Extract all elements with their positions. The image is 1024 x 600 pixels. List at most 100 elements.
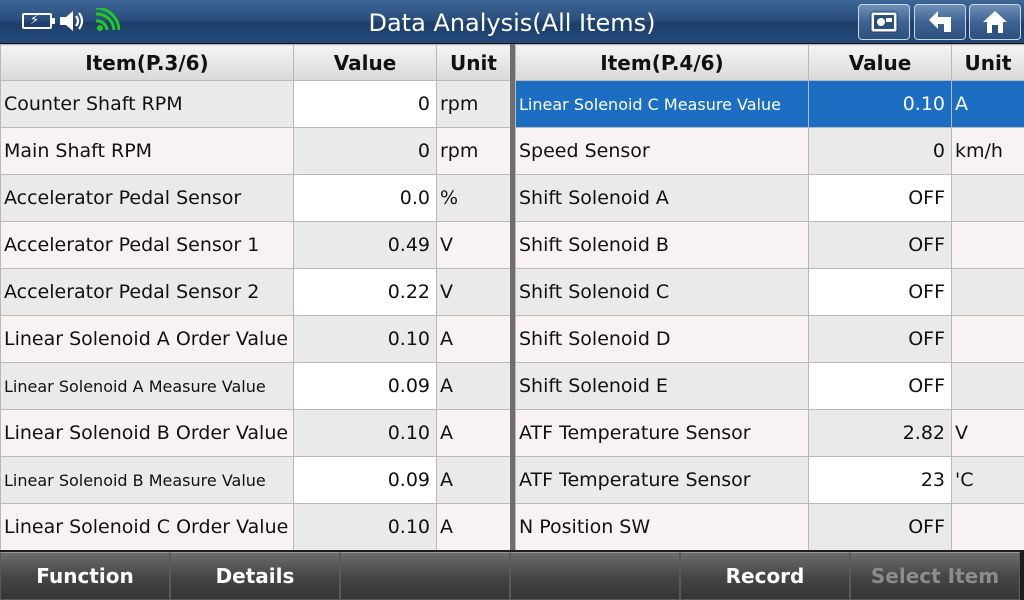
item-unit: A: [951, 80, 1024, 128]
item-name: Linear Solenoid B Measure Value: [0, 456, 294, 504]
item-unit: A: [436, 456, 511, 504]
item-unit: A: [436, 362, 511, 410]
item-value: 0: [293, 80, 437, 128]
left-data-table: Item(P.3/6) Value Unit Counter Shaft RPM…: [0, 44, 511, 551]
wifi-icon: [92, 8, 120, 34]
item-name: Speed Sensor: [515, 127, 809, 175]
item-unit: V: [436, 221, 511, 269]
item-name: Accelerator Pedal Sensor 2: [0, 268, 294, 316]
item-value: 2.82: [808, 409, 952, 457]
table-row[interactable]: Linear Solenoid A Order Value 0.10 A: [0, 315, 511, 363]
table-row[interactable]: Accelerator Pedal Sensor 2 0.22 V: [0, 268, 511, 316]
table-row[interactable]: N Position SW OFF: [515, 503, 1024, 551]
item-unit: 'C: [951, 456, 1024, 504]
right-data-table: Item(P.4/6) Value Unit Linear Solenoid C…: [515, 44, 1024, 551]
item-name: Shift Solenoid A: [515, 174, 809, 222]
item-value: 0.10: [293, 409, 437, 457]
table-row[interactable]: Linear Solenoid C Order Value 0.10 A: [0, 503, 511, 551]
item-value: OFF: [808, 221, 952, 269]
item-value: 0.0: [293, 174, 437, 222]
item-unit: [951, 221, 1024, 269]
details-button[interactable]: Details: [170, 552, 340, 600]
table-row[interactable]: Main Shaft RPM 0 rpm: [0, 127, 511, 175]
data-table-area: Item(P.3/6) Value Unit Counter Shaft RPM…: [0, 44, 1024, 551]
column-header-unit[interactable]: Unit: [436, 44, 511, 81]
table-header-row: Item(P.4/6) Value Unit: [515, 44, 1024, 81]
item-unit: [951, 268, 1024, 316]
item-unit: A: [436, 503, 511, 551]
battery-icon: ⚡: [22, 13, 55, 29]
item-unit: A: [436, 409, 511, 457]
record-button[interactable]: Record: [680, 552, 850, 600]
table-row[interactable]: Linear Solenoid B Order Value 0.10 A: [0, 409, 511, 457]
item-unit: [951, 315, 1024, 363]
table-row[interactable]: Accelerator Pedal Sensor 1 0.49 V: [0, 221, 511, 269]
select-item-button[interactable]: Select Item: [850, 552, 1020, 600]
item-value: 23: [808, 456, 952, 504]
home-button[interactable]: [969, 4, 1021, 40]
item-value: 0: [293, 127, 437, 175]
item-value: 0: [808, 127, 952, 175]
item-unit: %: [436, 174, 511, 222]
empty-button-1[interactable]: [340, 552, 510, 600]
table-row[interactable]: Shift Solenoid B OFF: [515, 221, 1024, 269]
table-row[interactable]: Speed Sensor 0 km/h: [515, 127, 1024, 175]
item-name: Accelerator Pedal Sensor 1: [0, 221, 294, 269]
item-value: OFF: [808, 315, 952, 363]
function-button[interactable]: Function: [0, 552, 170, 600]
item-unit: A: [436, 315, 511, 363]
item-unit: V: [436, 268, 511, 316]
table-row[interactable]: ATF Temperature Sensor 2.82 V: [515, 409, 1024, 457]
table-divider: [510, 44, 515, 550]
item-value: OFF: [808, 268, 952, 316]
item-unit: rpm: [436, 80, 511, 128]
back-button[interactable]: [914, 4, 966, 40]
page-title: Data Analysis(All Items): [368, 9, 656, 37]
volume-icon: [58, 9, 86, 33]
item-value: OFF: [808, 362, 952, 410]
item-value: 0.22: [293, 268, 437, 316]
back-icon: [929, 11, 951, 32]
column-header-item[interactable]: Item(P.3/6): [0, 44, 294, 81]
column-header-unit[interactable]: Unit: [951, 44, 1024, 81]
table-row[interactable]: Shift Solenoid C OFF: [515, 268, 1024, 316]
item-unit: [951, 174, 1024, 222]
table-row[interactable]: Linear Solenoid A Measure Value 0.09 A: [0, 362, 511, 410]
table-row[interactable]: Linear Solenoid B Measure Value 0.09 A: [0, 456, 511, 504]
home-icon: [983, 11, 1007, 33]
item-name: Shift Solenoid C: [515, 268, 809, 316]
item-name: Linear Solenoid B Order Value: [0, 409, 294, 457]
table-row[interactable]: Shift Solenoid A OFF: [515, 174, 1024, 222]
item-unit: [951, 362, 1024, 410]
item-name: Shift Solenoid D: [515, 315, 809, 363]
item-name: ATF Temperature Sensor: [515, 456, 809, 504]
item-value: 0.49: [293, 221, 437, 269]
item-value: 0.10: [808, 80, 952, 128]
table-row[interactable]: Counter Shaft RPM 0 rpm: [0, 80, 511, 128]
table-row[interactable]: Shift Solenoid E OFF: [515, 362, 1024, 410]
column-header-value[interactable]: Value: [808, 44, 952, 81]
table-row[interactable]: Accelerator Pedal Sensor 0.0 %: [0, 174, 511, 222]
item-name: Linear Solenoid A Measure Value: [0, 362, 294, 410]
item-value: 0.10: [293, 315, 437, 363]
item-name: Shift Solenoid B: [515, 221, 809, 269]
title-bar: Data Analysis(All Items) ⚡: [0, 0, 1024, 44]
item-name: Counter Shaft RPM: [0, 80, 294, 128]
empty-button-2[interactable]: [510, 552, 680, 600]
item-unit: km/h: [951, 127, 1024, 175]
item-name: Linear Solenoid C Order Value: [0, 503, 294, 551]
item-name: Accelerator Pedal Sensor: [0, 174, 294, 222]
screenshot-button[interactable]: [858, 4, 910, 40]
item-name: Shift Solenoid E: [515, 362, 809, 410]
table-row[interactable]: ATF Temperature Sensor 23 'C: [515, 456, 1024, 504]
screenshot-icon: [870, 11, 898, 33]
item-unit: V: [951, 409, 1024, 457]
item-name: N Position SW: [515, 503, 809, 551]
column-header-item[interactable]: Item(P.4/6): [515, 44, 809, 81]
table-row-selected[interactable]: Linear Solenoid C Measure Value 0.10 A: [515, 80, 1024, 128]
column-header-value[interactable]: Value: [293, 44, 437, 81]
table-row[interactable]: Shift Solenoid D OFF: [515, 315, 1024, 363]
footer-toolbar: Function Details Record Select Item: [0, 550, 1024, 600]
status-icons: ⚡: [22, 8, 120, 34]
item-name: Main Shaft RPM: [0, 127, 294, 175]
